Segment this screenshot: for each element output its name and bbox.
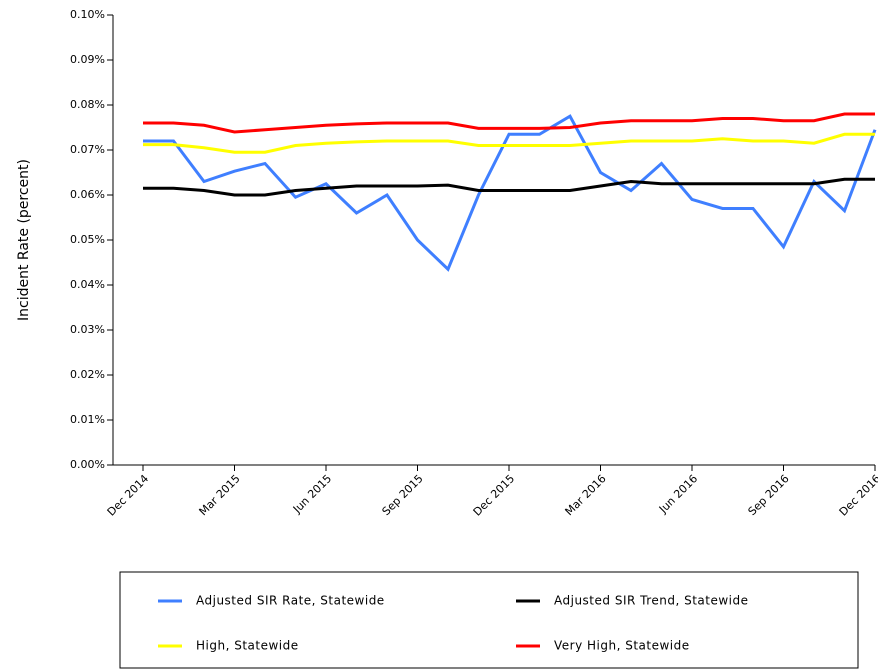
y-tick-label: 0.01% bbox=[70, 413, 105, 426]
x-tick-label: Sep 2016 bbox=[746, 472, 792, 518]
y-tick-label: 0.02% bbox=[70, 368, 105, 381]
series-line bbox=[143, 177, 875, 197]
x-tick-label: Dec 2014 bbox=[105, 472, 152, 519]
y-tick-label: 0.06% bbox=[70, 188, 105, 201]
series-line bbox=[143, 114, 877, 272]
y-tick-label: 0.05% bbox=[70, 233, 105, 246]
y-tick-label: 0.07% bbox=[70, 143, 105, 156]
series-line bbox=[143, 132, 875, 154]
legend-label: High, Statewide bbox=[196, 639, 299, 653]
legend-label: Very High, Statewide bbox=[554, 639, 690, 653]
y-tick-label: 0.08% bbox=[70, 98, 105, 111]
x-tick-label: Mar 2016 bbox=[563, 472, 609, 518]
x-tick-label: Mar 2015 bbox=[197, 472, 243, 518]
y-tick-label: 0.04% bbox=[70, 278, 105, 291]
x-tick-label: Jun 2015 bbox=[290, 472, 334, 516]
series-line bbox=[143, 112, 875, 134]
legend-box bbox=[119, 571, 859, 669]
legend-label: Adjusted SIR Trend, Statewide bbox=[554, 594, 749, 608]
legend-label: Adjusted SIR Rate, Statewide bbox=[196, 594, 385, 608]
x-tick-label: Dec 2016 bbox=[837, 472, 878, 519]
y-tick-label: 0.03% bbox=[70, 323, 105, 336]
y-tick-label: 0.09% bbox=[70, 53, 105, 66]
x-tick-label: Dec 2015 bbox=[471, 472, 518, 519]
y-tick-label: 0.00% bbox=[70, 458, 105, 471]
x-tick-label: Sep 2015 bbox=[380, 472, 426, 518]
y-tick-label: 0.10% bbox=[70, 8, 105, 21]
y-axis-title: Incident Rate (percent) bbox=[16, 159, 32, 321]
x-tick-label: Jun 2016 bbox=[656, 472, 700, 516]
